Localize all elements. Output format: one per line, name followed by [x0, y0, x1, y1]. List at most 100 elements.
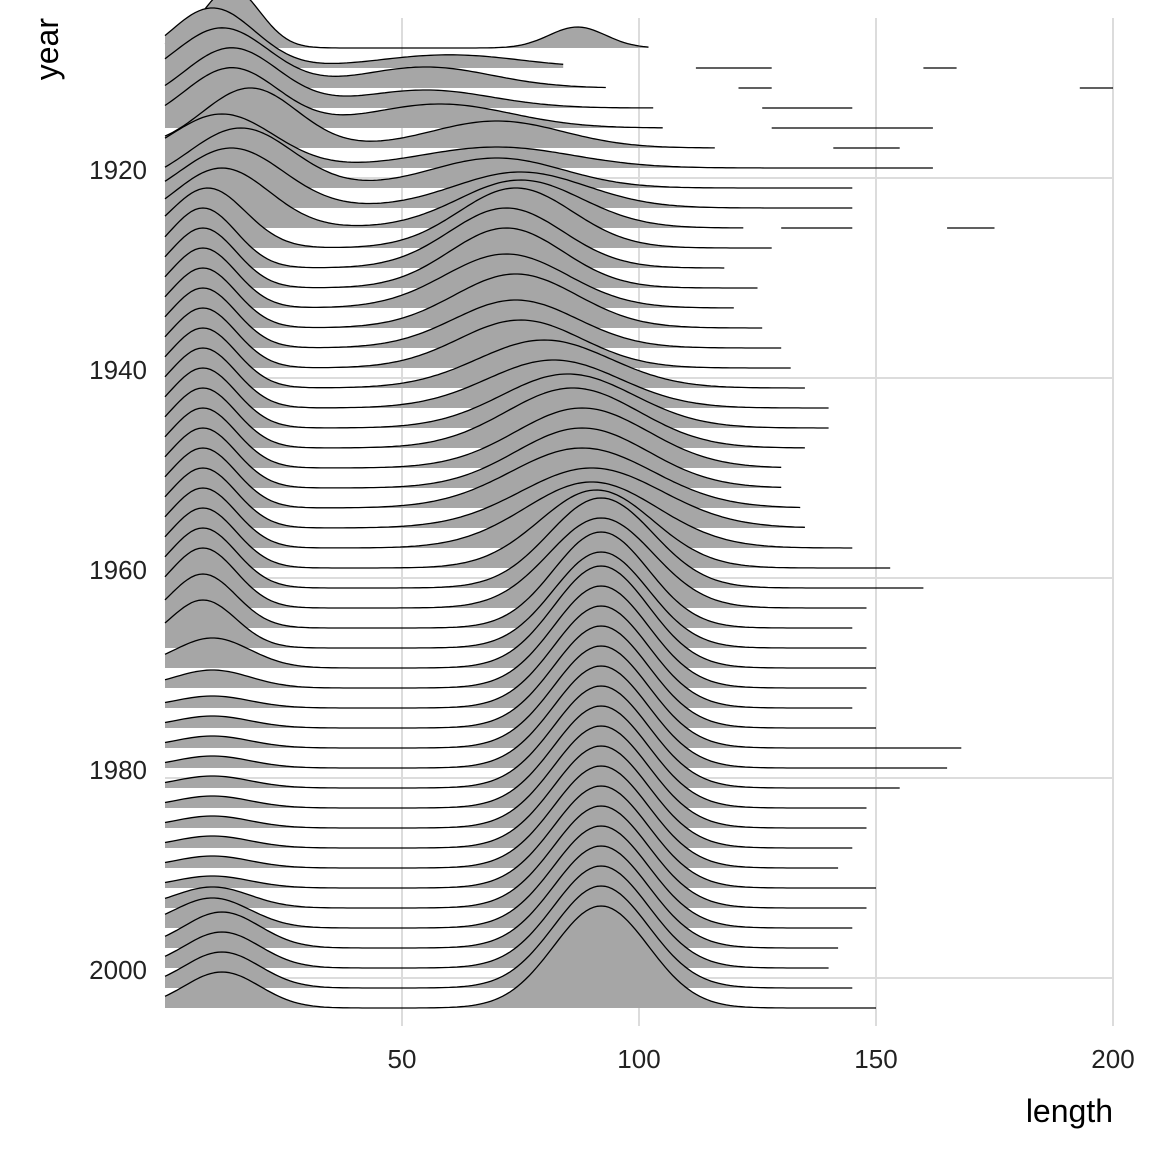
- ridge-1957: [164, 481, 853, 549]
- y-tick-label-3: 1980: [89, 755, 147, 785]
- y-tick-label-1: 1940: [89, 355, 147, 385]
- ridge-1975: [164, 625, 876, 729]
- ridge-1971: [164, 585, 867, 689]
- ridge-1985: [164, 725, 867, 829]
- ridge-area-1943-0: [165, 348, 829, 408]
- ridge-line-1987-0: [164, 745, 853, 849]
- ridge-line-1973-0: [164, 605, 853, 709]
- ridge-line-1943-0: [164, 347, 829, 409]
- ridge-line-2001-0: [164, 885, 853, 989]
- ridge-line-1939-0: [164, 307, 791, 369]
- ridge-line-1951-0: [164, 427, 782, 489]
- ridge-1983: [164, 705, 867, 809]
- ridge-area-1933-0: [165, 248, 734, 308]
- ridge-line-1993-0: [164, 805, 867, 909]
- ridge-1989: [164, 765, 839, 869]
- ridge-line-1945-0: [164, 367, 829, 429]
- x-tick-label-3: 200: [1091, 1044, 1134, 1074]
- ridge-1939: [164, 307, 791, 369]
- ridge-area-1913-0: [165, 47, 654, 108]
- ridge-area-1997-0: [165, 846, 839, 948]
- ridge-1941: [164, 327, 805, 389]
- ridge-line-1989-0: [164, 765, 839, 869]
- ridge-area-1929-0: [165, 208, 725, 268]
- ridge-line-1919-0: [164, 113, 933, 169]
- ridge-area-1957-0: [165, 482, 853, 548]
- ridge-1961: [164, 497, 924, 589]
- ridge-1991: [164, 785, 876, 889]
- ridge-1935: [164, 267, 763, 329]
- ridge-area-1961-0: [165, 498, 924, 588]
- ridge-area-1939-0: [165, 308, 791, 368]
- ridge-area-1981-0: [165, 686, 900, 788]
- ridge-area-1969-0: [165, 566, 876, 668]
- ridge-line-1929-0: [164, 207, 725, 269]
- ridge-1923: [164, 147, 853, 209]
- ridge-1937: [164, 287, 782, 349]
- ridge-1969: [164, 565, 876, 669]
- ridge-line-1981-0: [164, 685, 900, 789]
- ridge-line-1969-0: [164, 565, 876, 669]
- ridge-area-1923-0: [165, 148, 853, 208]
- ridge-line-1971-0: [164, 585, 867, 689]
- x-tick-label-1: 100: [617, 1044, 660, 1074]
- ridge-line-1933-0: [164, 247, 734, 309]
- ridge-line-1941-0: [164, 327, 805, 389]
- ridge-line-1997-0: [164, 845, 839, 949]
- ridge-line-1937-0: [164, 287, 782, 349]
- ridge-area-1917-0: [165, 88, 715, 148]
- ridge-area-1989-0: [165, 766, 839, 868]
- ridge-area-1937-0: [165, 288, 782, 348]
- ridge-1987: [164, 745, 853, 849]
- ridge-area-2003-0: [165, 906, 876, 1008]
- ridge-1945: [164, 367, 829, 429]
- ridge-area-1975-0: [165, 626, 876, 728]
- ridge-line-1927-0: [164, 187, 772, 249]
- ridge-line-1985-0: [164, 725, 867, 829]
- ridge-1913: [164, 47, 853, 109]
- ridge-line-1915-0: [164, 67, 663, 129]
- x-tick-label-2: 150: [854, 1044, 897, 1074]
- ridge-line-1965-0: [164, 531, 853, 629]
- ridge-area-1931-0: [165, 228, 758, 288]
- ridge-line-1917-0: [164, 87, 715, 149]
- y-tick-label-0: 1920: [89, 155, 147, 185]
- ridge-line-1911-0: [164, 27, 606, 89]
- ridge-line-1995-0: [164, 825, 853, 929]
- ridge-line-1907-0: [164, 0, 649, 49]
- ridge-line-1909-0: [164, 7, 564, 65]
- ridge-1943: [164, 347, 829, 409]
- ridge-line-1953-0: [164, 447, 801, 509]
- ridge-area-1925-0: [165, 168, 744, 228]
- ridges: [164, 0, 1113, 1009]
- ridge-1993: [164, 805, 867, 909]
- ridge-line-1955-0: [164, 467, 805, 529]
- ridge-line-1963-0: [164, 517, 867, 609]
- ridge-1979: [164, 665, 948, 769]
- ridge-1927: [164, 187, 772, 249]
- ridge-area-1927-0: [165, 188, 772, 248]
- ridge-line-1975-0: [164, 625, 876, 729]
- y-tick-label-4: 2000: [89, 955, 147, 985]
- x-axis-title: length: [1026, 1093, 1113, 1129]
- ridge-1997: [164, 845, 839, 949]
- ridge-line-2003-0: [164, 905, 876, 1009]
- ridge-area-1999-0: [165, 866, 829, 968]
- ridge-line-1979-0: [164, 665, 948, 769]
- ridge-line-1935-0: [164, 267, 763, 329]
- ridge-1999: [164, 865, 829, 969]
- y-axis-title: year: [29, 18, 65, 81]
- ridge-1973: [164, 605, 853, 709]
- ridge-1931: [164, 227, 758, 289]
- ridge-area-1991-0: [165, 786, 876, 888]
- ridge-line-1957-0: [164, 481, 853, 549]
- ridge-line-1949-0: [164, 407, 782, 469]
- ridge-area-1971-0: [165, 586, 867, 688]
- ridge-line-1967-0: [164, 551, 867, 649]
- ridge-line-1999-0: [164, 865, 829, 969]
- x-tick-label-0: 50: [388, 1044, 417, 1074]
- y-tick-labels: 1920 1940 1960 1980 2000: [89, 155, 147, 985]
- ridge-line-1947-0: [164, 387, 805, 449]
- ridge-1925: [164, 167, 995, 229]
